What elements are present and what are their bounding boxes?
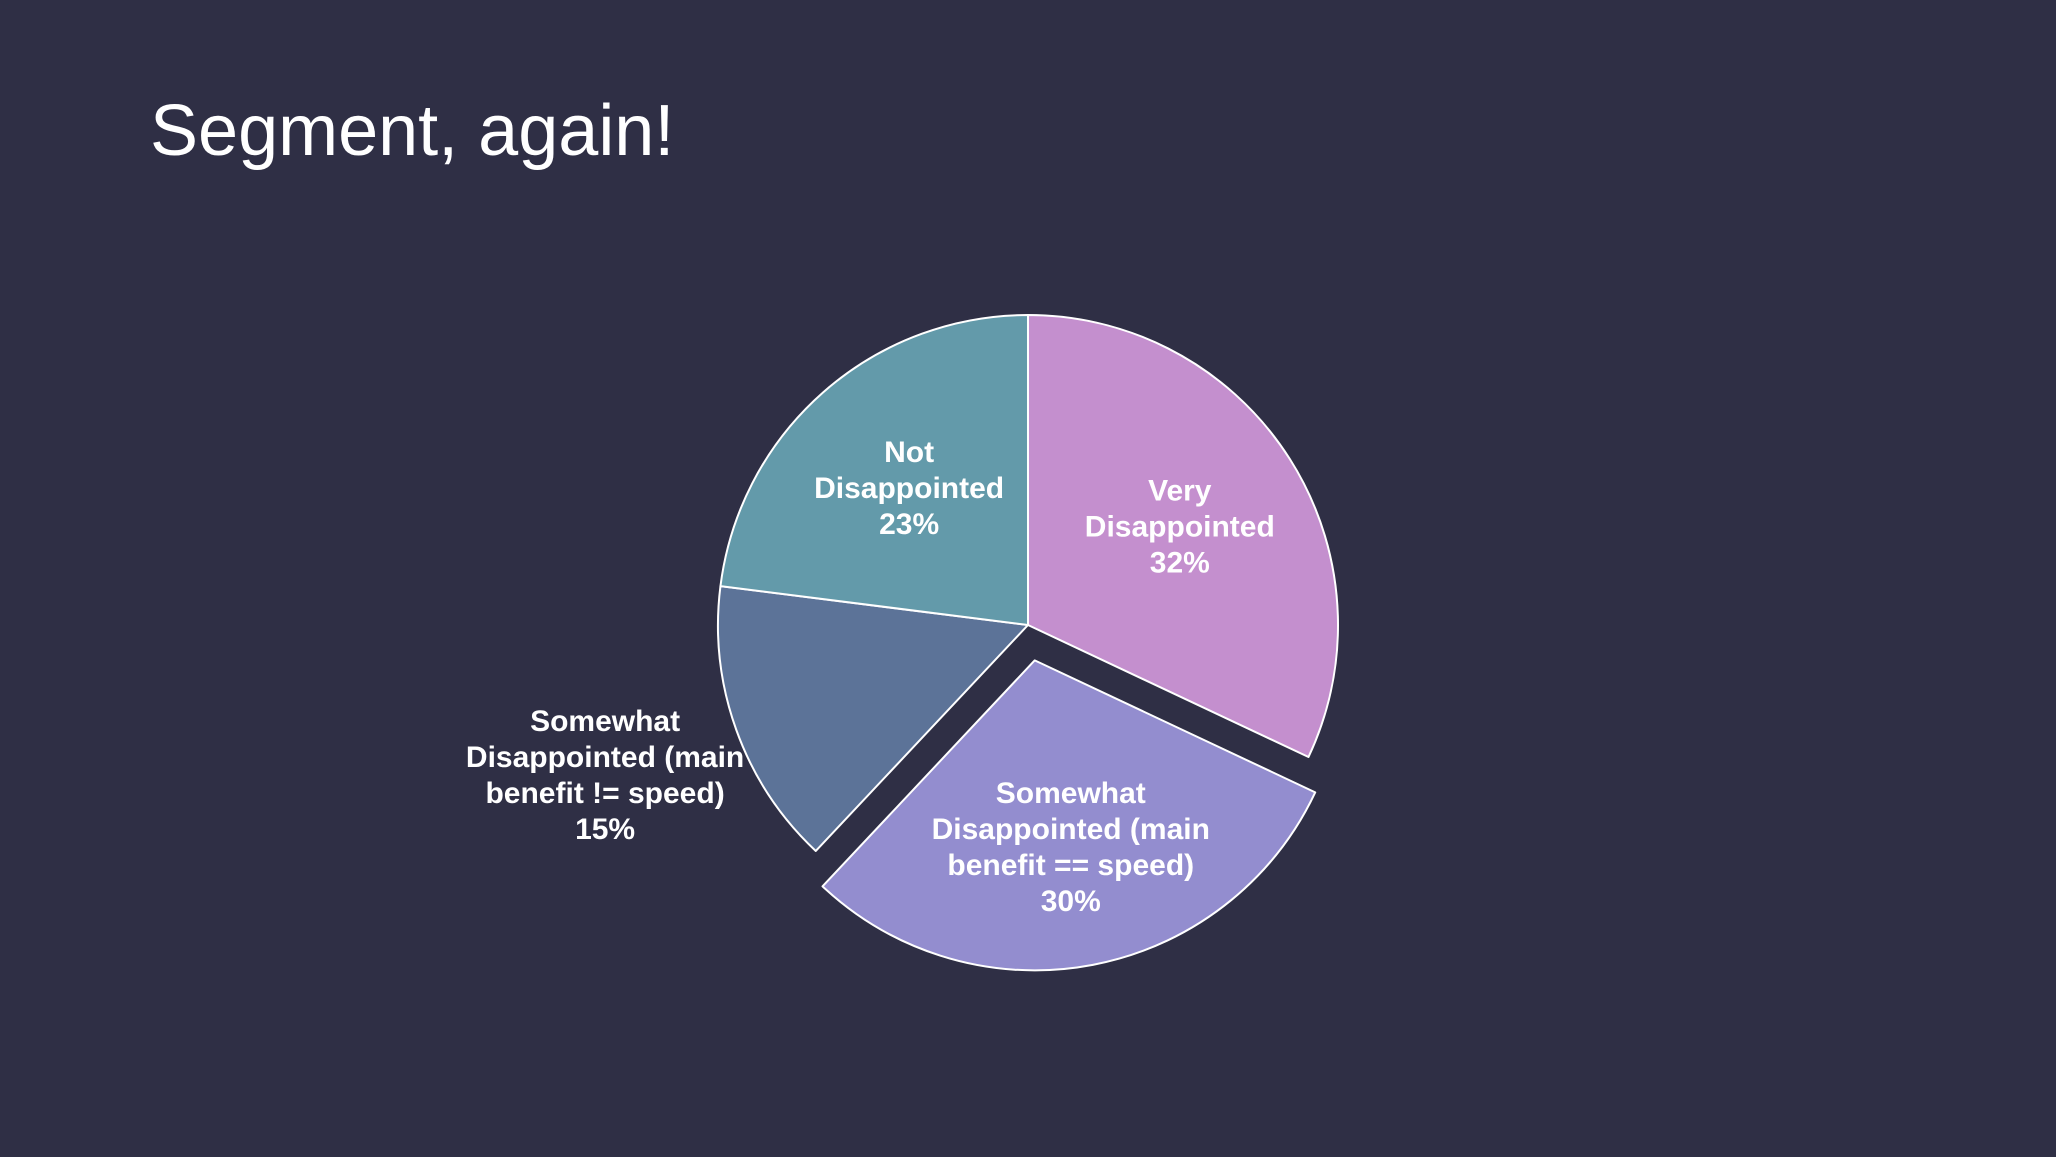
pie-slice-3 [720,315,1028,625]
slide: Segment, again! VeryDisappointed32%Somew… [0,0,2056,1157]
pie-slice-label-2: SomewhatDisappointed (mainbenefit != spe… [466,705,744,846]
pie-chart: VeryDisappointed32%SomewhatDisappointed … [428,175,1628,1075]
slide-title: Segment, again! [150,90,674,172]
